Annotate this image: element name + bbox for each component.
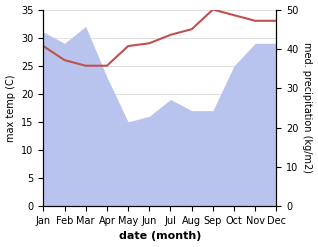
X-axis label: date (month): date (month) bbox=[119, 231, 201, 242]
Y-axis label: med. precipitation (kg/m2): med. precipitation (kg/m2) bbox=[302, 42, 313, 173]
Y-axis label: max temp (C): max temp (C) bbox=[5, 74, 16, 142]
